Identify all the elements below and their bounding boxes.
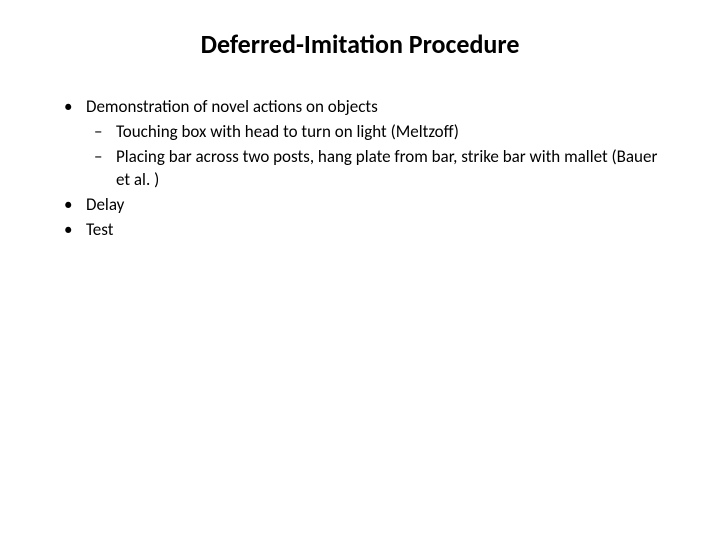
bullet-item: Demonstration of novel actions on object…	[86, 96, 672, 192]
sub-bullet-text: Touching box with head to turn on light …	[116, 121, 459, 142]
bullet-text: Demonstration of novel actions on object…	[86, 96, 378, 117]
sub-bullet-item: Placing bar across two posts, hang plate…	[116, 146, 672, 192]
bullet-list-level2: Touching box with head to turn on light …	[86, 121, 672, 192]
sub-bullet-text: Placing bar across two posts, hang plate…	[116, 146, 657, 190]
sub-bullet-item: Touching box with head to turn on light …	[116, 121, 672, 144]
bullet-list-level1: Demonstration of novel actions on object…	[48, 96, 672, 242]
bullet-item: Delay	[86, 194, 672, 217]
bullet-text: Test	[86, 219, 113, 240]
bullet-item: Test	[86, 219, 672, 242]
bullet-text: Delay	[86, 194, 124, 215]
slide-content: Demonstration of novel actions on object…	[48, 96, 672, 242]
slide-container: Deferred-Imitation Procedure Demonstrati…	[0, 0, 720, 540]
slide-title: Deferred-Imitation Procedure	[48, 28, 672, 60]
